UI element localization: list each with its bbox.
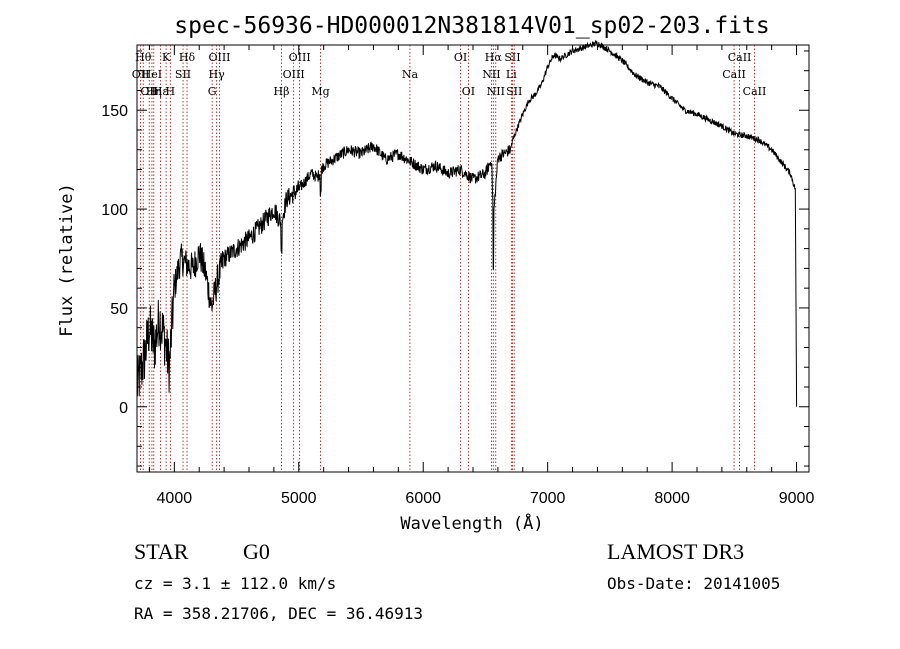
line-marker-label: H: [166, 85, 176, 98]
line-marker-label: OI: [454, 51, 467, 64]
line-marker-label: G: [208, 85, 217, 98]
x-tick-label: 4000: [157, 490, 193, 507]
line-marker-label: Hη: [146, 85, 162, 98]
line-marker-label: NII: [487, 85, 505, 98]
axis-ticks: 4000 5000 6000 7000 8000 9000 0 50 100 150: [101, 45, 814, 507]
line-marker-label: Hγ: [209, 68, 226, 81]
line-marker-label: SII: [504, 51, 520, 64]
line-marker-label: SII: [506, 85, 522, 98]
y-tick-label: 100: [101, 202, 128, 219]
line-marker-label: Li: [506, 68, 517, 81]
line-marker-label: OII: [132, 68, 150, 81]
spectrum-line: [136, 39, 798, 407]
line-marker-label: SII: [175, 68, 191, 81]
x-tick-label: 6000: [405, 490, 441, 507]
object-subclass: G0: [243, 539, 270, 564]
line-marker-label: Na: [402, 68, 419, 81]
line-marker-label: Mg: [311, 85, 329, 98]
line-marker-label: OIII: [289, 51, 311, 64]
line-marker-label: NII: [482, 68, 500, 81]
plot-frame: [136, 44, 810, 473]
y-axis-label: Flux (relative): [57, 183, 77, 337]
obs-date: Obs-Date: 20141005: [607, 574, 781, 593]
line-marker-label: Hδ: [179, 51, 196, 64]
x-tick-label: 5000: [281, 490, 317, 507]
line-marker-label: Hβ: [274, 85, 290, 98]
line-marker-label: OIII: [208, 51, 230, 64]
line-marker-label: K: [162, 51, 171, 64]
x-axis-label: Wavelength (Å): [400, 512, 543, 534]
redshift-readout: cz = 3.1 ± 112.0 km/s: [134, 574, 337, 593]
x-tick-label: 8000: [654, 490, 690, 507]
line-marker-label: OIII: [283, 68, 305, 81]
line-marker-label: CaII: [722, 68, 746, 81]
y-tick-label: 50: [110, 301, 128, 318]
x-tick-label: 9000: [779, 490, 815, 507]
line-marker-label: Hα: [485, 51, 503, 64]
line-marker-label: HeI: [142, 68, 162, 81]
survey-name: LAMOST DR3: [607, 539, 745, 564]
coordinates: RA = 358.21706, DEC = 36.46913: [134, 604, 423, 623]
line-marker-label: Hθ: [135, 51, 152, 64]
object-class: STAR: [134, 539, 189, 564]
y-tick-label: 150: [101, 103, 128, 120]
line-marker-label: CaII: [743, 85, 767, 98]
chart-title: spec-56936-HD000012N381814V01_sp02-203.f…: [174, 13, 769, 39]
x-tick-label: 7000: [530, 490, 566, 507]
line-marker-label: OI: [462, 85, 475, 98]
line-marker-label: Hε: [153, 85, 169, 98]
line-marker-label: CaII: [728, 51, 752, 64]
emission-line-markers: OIIHθOIIHeIHηHεKHSIIHδGHγOIIIHβOIIIOIIIM…: [132, 45, 767, 472]
y-tick-label: 0: [119, 400, 128, 417]
